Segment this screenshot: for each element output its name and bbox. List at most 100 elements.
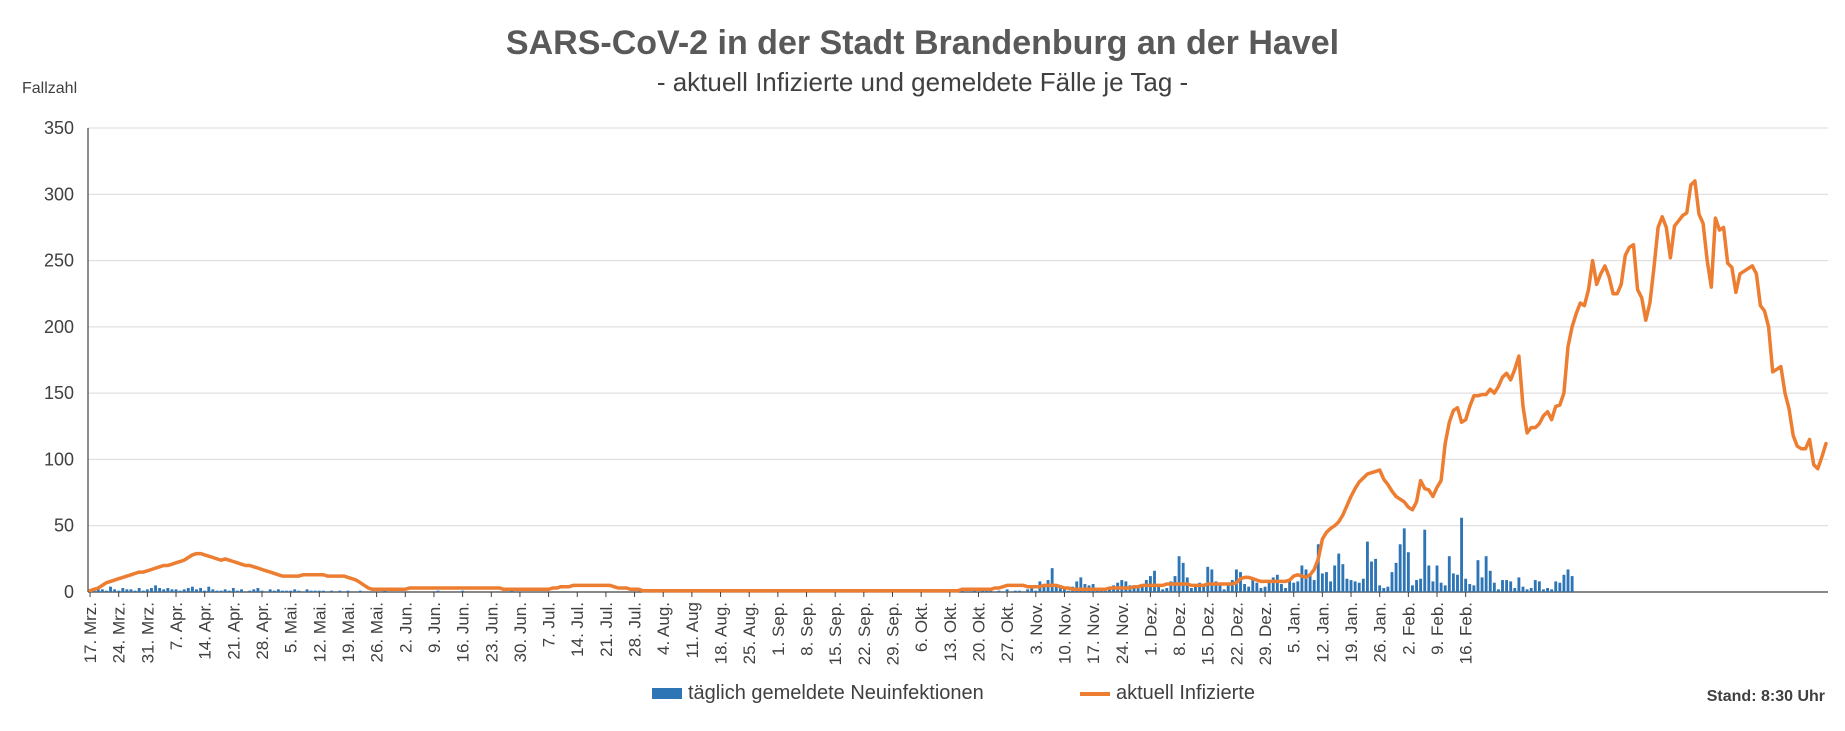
- legend-swatch-line: [1080, 691, 1110, 696]
- bar: [1411, 585, 1414, 592]
- bar: [1292, 582, 1296, 592]
- bar: [1558, 582, 1562, 592]
- bar: [1427, 565, 1431, 592]
- bar: [256, 588, 260, 592]
- chart-title: SARS-CoV-2 in der Stadt Brandenburg an d…: [505, 24, 1340, 62]
- bar: [1464, 578, 1468, 592]
- legend-swatch-bars: [652, 688, 682, 699]
- x-tick-label: 29. Dez.: [1256, 602, 1275, 665]
- bar: [92, 590, 96, 592]
- bar: [1255, 582, 1259, 592]
- bar: [1472, 585, 1476, 592]
- bar: [170, 589, 174, 592]
- y-tick-label: 100: [44, 449, 74, 469]
- bar: [1218, 585, 1222, 592]
- bar: [285, 590, 288, 592]
- bar: [1419, 578, 1423, 592]
- bar: [1312, 580, 1316, 592]
- x-tick-label: 23. Jun.: [482, 602, 501, 663]
- bar: [1202, 584, 1206, 592]
- bar: [972, 590, 976, 592]
- bar: [178, 590, 182, 592]
- x-tick-label: 13. Okt.: [941, 602, 960, 662]
- y-axis-label: Fallzahl: [22, 80, 78, 97]
- bar: [203, 590, 207, 592]
- bar: [1415, 580, 1418, 592]
- bar: [1136, 588, 1140, 592]
- bar: [358, 590, 362, 592]
- bar: [1247, 586, 1251, 592]
- bar: [1517, 577, 1521, 592]
- x-tick-label: 21. Apr.: [224, 602, 243, 660]
- bar: [281, 590, 284, 592]
- bar: [1140, 584, 1144, 592]
- bar: [1103, 590, 1107, 592]
- bar: [1521, 586, 1525, 592]
- bar: [1480, 577, 1484, 592]
- bar: [1304, 569, 1308, 592]
- legend-label-bars: täglich gemeldete Neuinfektionen: [688, 682, 984, 704]
- bar: [1320, 573, 1324, 592]
- bar: [997, 590, 1001, 592]
- bar: [1308, 573, 1312, 592]
- bar: [1280, 584, 1283, 592]
- bar: [1153, 570, 1156, 592]
- bar: [1447, 556, 1451, 592]
- x-tick-label: 17. Mrz.: [81, 602, 100, 663]
- bar: [1357, 582, 1361, 592]
- x-tick-label: 5. Mai.: [282, 602, 301, 653]
- bar: [510, 590, 514, 592]
- bar: [1013, 590, 1017, 592]
- bar: [1554, 581, 1558, 592]
- bar: [1222, 589, 1226, 592]
- bar: [346, 590, 350, 592]
- x-tick-label: 1. Sep.: [769, 602, 788, 656]
- bar: [1484, 556, 1488, 592]
- bar: [1271, 577, 1275, 592]
- bar: [1529, 588, 1533, 592]
- bar: [1546, 588, 1549, 592]
- bar: [211, 589, 215, 592]
- x-tick-label: 9. Jun.: [425, 602, 444, 653]
- bar: [1194, 585, 1197, 592]
- x-tick-label: 19. Jan.: [1342, 602, 1361, 663]
- bar: [330, 590, 334, 592]
- bar: [1157, 586, 1161, 592]
- legend-label-line: aktuell Infizierte: [1116, 682, 1255, 704]
- x-tick-label: 20. Okt.: [969, 602, 988, 662]
- x-tick-label: 31. Mrz.: [138, 602, 157, 663]
- bar: [1509, 581, 1513, 592]
- timestamp-label: Stand: 8:30 Uhr: [1706, 688, 1825, 705]
- bar: [1329, 581, 1332, 592]
- x-tick-label: 12. Jan.: [1313, 602, 1332, 663]
- bar: [215, 590, 219, 592]
- bar: [240, 589, 243, 592]
- bar: [1525, 589, 1529, 592]
- bar: [309, 590, 313, 592]
- x-tick-label: 30. Jun.: [511, 602, 530, 663]
- y-tick-label: 350: [44, 118, 74, 138]
- x-tick-label: 15. Dez.: [1199, 602, 1218, 665]
- bar: [1198, 582, 1201, 592]
- bar: [1394, 562, 1398, 592]
- bar: [207, 586, 211, 592]
- bar: [154, 585, 157, 592]
- bar: [1206, 566, 1210, 592]
- x-tick-label: 8. Dez.: [1170, 602, 1189, 656]
- bar: [145, 589, 149, 592]
- bar: [317, 590, 321, 592]
- bar: [1005, 589, 1009, 592]
- x-tick-label: 27. Okt.: [998, 602, 1017, 662]
- bar: [231, 588, 235, 592]
- y-tick-label: 0: [64, 582, 74, 602]
- x-tick-label: 8. Sep.: [798, 602, 817, 656]
- x-tick-label: 14. Jul.: [568, 602, 587, 657]
- bar: [1382, 588, 1386, 592]
- bar: [1501, 580, 1504, 592]
- x-tick-label: 28. Jul.: [626, 602, 645, 657]
- x-tick-label: 12. Mai.: [310, 602, 329, 662]
- bar: [1108, 588, 1111, 592]
- x-tick-label: 17. Nov.: [1084, 602, 1103, 664]
- bar: [137, 588, 141, 592]
